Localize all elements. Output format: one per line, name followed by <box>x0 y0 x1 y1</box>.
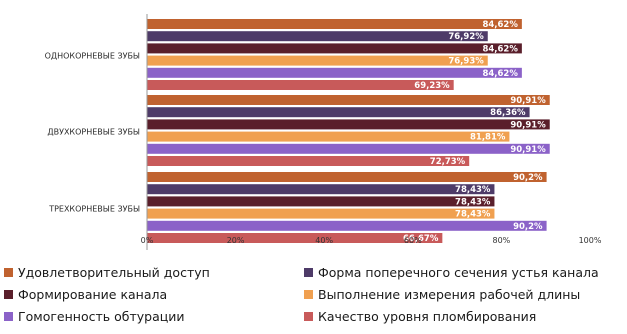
data-label: 90,91% <box>510 120 546 130</box>
data-label: 86,36% <box>490 108 526 118</box>
data-label: 81,81% <box>470 133 506 143</box>
x-tick-label: 100% <box>579 236 602 245</box>
legend-item: Форма поперечного сечения устья канала <box>304 262 599 282</box>
bar <box>147 95 550 105</box>
data-label: 76,92% <box>448 32 484 42</box>
bar <box>147 208 495 219</box>
x-tick-label: 0% <box>141 236 154 245</box>
bar <box>147 220 547 231</box>
x-tick-label: 80% <box>493 236 511 245</box>
bar <box>147 107 530 118</box>
bar <box>147 119 550 130</box>
legend-label: Удовлетворительный доступ <box>18 264 210 280</box>
legend-item: Гомогенность обтурации <box>4 306 184 326</box>
bar <box>147 156 470 166</box>
data-label: 69,23% <box>414 81 450 91</box>
legend-label: Форма поперечного сечения устья канала <box>318 264 599 280</box>
bar <box>147 131 510 142</box>
legend-item: Выполнение измерения рабочей длины <box>304 284 580 304</box>
legend-label: Гомогенность обтурации <box>18 308 185 324</box>
bar <box>147 80 454 90</box>
data-label: 84,62% <box>482 44 518 54</box>
bar <box>147 184 495 195</box>
data-label: 66,67% <box>403 234 439 244</box>
bar <box>147 55 488 66</box>
chart-legend: Удовлетворительный доступ Форма поперечно… <box>4 260 627 334</box>
data-label: 84,62% <box>482 20 518 30</box>
data-label: 78,43% <box>455 210 491 220</box>
legend-item: Формирование канала <box>4 284 167 304</box>
legend-swatch <box>304 311 313 321</box>
data-label: 78,43% <box>455 197 491 207</box>
data-label: 90,2% <box>513 173 543 183</box>
legend-swatch <box>4 311 13 321</box>
legend-label: Качество уровня пломбирования <box>318 308 537 324</box>
category-label: ДВУХКОРНЕВЫЕ ЗУБЫ <box>47 128 140 137</box>
legend-swatch <box>4 289 13 299</box>
category-label: ОДНОКОРНЕВЫЕ ЗУБЫ <box>45 52 140 61</box>
legend-label: Формирование канала <box>18 286 168 302</box>
category-label: ТРЕХКОРНЕВЫЕ ЗУБЫ <box>48 205 140 214</box>
bar <box>147 196 495 207</box>
bar <box>147 143 550 154</box>
data-label: 76,93% <box>448 57 484 67</box>
data-label: 90,91% <box>510 96 546 106</box>
bar <box>147 31 488 42</box>
data-label: 72,73% <box>430 157 466 167</box>
legend-label: Выполнение измерения рабочей длины <box>318 286 581 302</box>
bar <box>147 233 443 243</box>
x-tick-label: 20% <box>227 236 245 245</box>
legend-item: Качество уровня пломбирования <box>304 306 536 326</box>
bar <box>147 67 522 78</box>
bar <box>147 43 522 54</box>
bar <box>147 19 522 29</box>
data-label: 78,43% <box>455 185 491 195</box>
data-label: 90,2% <box>513 222 543 232</box>
x-tick-label: 60% <box>404 236 422 245</box>
legend-item: Удовлетворительный доступ <box>4 262 210 282</box>
chart-plot: 84,62% 76,92% 84,62% 76,93% 84,62% 69,23% ОДНО… <box>45 14 602 250</box>
legend-swatch <box>304 289 313 299</box>
x-tick-label: 40% <box>315 236 333 245</box>
legend-swatch <box>304 267 313 277</box>
legend-swatch <box>4 267 13 277</box>
data-label: 84,62% <box>482 69 518 79</box>
bar <box>147 172 547 182</box>
data-label: 90,91% <box>510 145 546 155</box>
